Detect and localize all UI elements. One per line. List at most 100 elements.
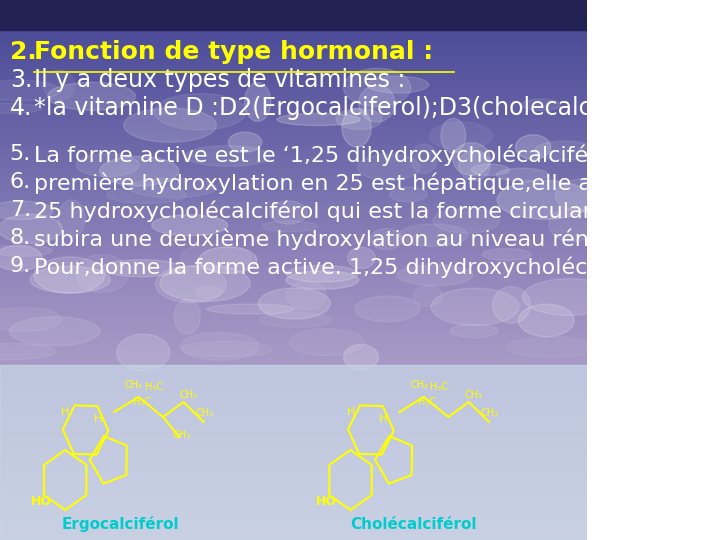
- Ellipse shape: [286, 265, 359, 282]
- Ellipse shape: [124, 108, 217, 142]
- Ellipse shape: [34, 257, 104, 293]
- Text: H₃C: H₃C: [145, 382, 163, 392]
- Text: 7.: 7.: [10, 200, 31, 220]
- Ellipse shape: [152, 215, 228, 236]
- Text: CH₃: CH₃: [464, 390, 483, 400]
- Ellipse shape: [174, 299, 200, 334]
- Ellipse shape: [343, 345, 378, 370]
- Text: CH₂: CH₂: [125, 380, 143, 390]
- Ellipse shape: [390, 187, 427, 202]
- Text: 9.: 9.: [10, 256, 31, 276]
- Text: 4.: 4.: [10, 96, 32, 120]
- Ellipse shape: [355, 296, 420, 322]
- Text: 6.: 6.: [10, 172, 31, 192]
- Text: Il y a deux types de vitamines :: Il y a deux types de vitamines :: [35, 68, 405, 92]
- Ellipse shape: [431, 288, 519, 326]
- Ellipse shape: [58, 200, 85, 237]
- Ellipse shape: [358, 154, 420, 180]
- Ellipse shape: [433, 208, 500, 233]
- Ellipse shape: [99, 157, 179, 186]
- Text: CH₃: CH₃: [481, 408, 499, 418]
- Text: 25 hydroxycholécalciférol qui est la forme circulante qui: 25 hydroxycholécalciférol qui est la for…: [35, 200, 661, 221]
- Ellipse shape: [258, 288, 330, 319]
- Ellipse shape: [342, 109, 372, 147]
- Ellipse shape: [156, 266, 227, 302]
- Text: CH₃: CH₃: [179, 390, 197, 400]
- Ellipse shape: [359, 85, 395, 122]
- Text: 8.: 8.: [10, 228, 31, 248]
- Ellipse shape: [107, 186, 186, 204]
- Ellipse shape: [534, 141, 595, 160]
- Ellipse shape: [411, 144, 437, 173]
- Bar: [0, 365, 587, 540]
- Ellipse shape: [181, 341, 272, 357]
- Ellipse shape: [262, 221, 318, 232]
- Text: HO: HO: [316, 495, 337, 508]
- Ellipse shape: [430, 122, 492, 150]
- Ellipse shape: [289, 328, 364, 356]
- Text: 2.: 2.: [10, 40, 37, 64]
- Ellipse shape: [196, 286, 222, 299]
- Text: H₃C: H₃C: [431, 382, 449, 392]
- Ellipse shape: [154, 93, 246, 130]
- Text: La forme active est le ‘1,25 dihydroxycholécalciférol’. La: La forme active est le ‘1,25 dihydroxych…: [35, 144, 665, 165]
- Text: subira une deuxième hydroxylation au niveau rénal: subira une deuxième hydroxylation au niv…: [35, 228, 609, 249]
- Ellipse shape: [506, 336, 598, 357]
- Ellipse shape: [277, 113, 360, 126]
- Ellipse shape: [441, 118, 466, 153]
- Ellipse shape: [160, 265, 250, 301]
- Ellipse shape: [199, 247, 257, 273]
- Ellipse shape: [498, 180, 593, 219]
- Ellipse shape: [397, 265, 473, 286]
- Bar: [0, 0, 587, 30]
- Ellipse shape: [366, 76, 428, 93]
- Ellipse shape: [0, 103, 42, 113]
- Ellipse shape: [76, 254, 129, 293]
- Text: CH₃: CH₃: [196, 408, 214, 418]
- Ellipse shape: [245, 83, 271, 122]
- Ellipse shape: [181, 332, 259, 360]
- Ellipse shape: [516, 135, 551, 159]
- Text: 3.: 3.: [10, 68, 32, 92]
- Text: H: H: [94, 414, 102, 424]
- Text: CH₂: CH₂: [410, 380, 428, 390]
- Text: H₃C: H₃C: [133, 397, 151, 407]
- Text: H: H: [61, 407, 70, 417]
- Ellipse shape: [523, 279, 616, 315]
- Ellipse shape: [259, 312, 332, 327]
- Ellipse shape: [228, 132, 261, 152]
- Text: HO: HO: [31, 495, 52, 508]
- Text: H₃C: H₃C: [418, 397, 436, 407]
- Ellipse shape: [102, 260, 182, 277]
- Ellipse shape: [286, 271, 359, 289]
- Ellipse shape: [270, 201, 307, 224]
- Ellipse shape: [453, 143, 490, 175]
- Ellipse shape: [348, 247, 375, 268]
- Ellipse shape: [207, 304, 294, 314]
- Ellipse shape: [130, 178, 216, 198]
- Ellipse shape: [0, 80, 60, 101]
- Text: première hydroxylation en 25 est hépatique,elle aboutit au: première hydroxylation en 25 est hépatiq…: [35, 172, 693, 193]
- Ellipse shape: [0, 214, 63, 244]
- Ellipse shape: [43, 70, 75, 100]
- Text: Pour,donne la forme active. 1,25 dihydroxycholécalciférol’: Pour,donne la forme active. 1,25 dihydro…: [35, 256, 683, 278]
- Ellipse shape: [482, 248, 531, 260]
- Ellipse shape: [30, 266, 110, 293]
- Ellipse shape: [336, 109, 382, 130]
- Ellipse shape: [0, 245, 53, 256]
- Ellipse shape: [0, 307, 62, 332]
- Ellipse shape: [492, 287, 531, 323]
- Text: CH₃: CH₃: [173, 430, 191, 440]
- Ellipse shape: [9, 317, 100, 346]
- Ellipse shape: [0, 201, 53, 220]
- Ellipse shape: [522, 99, 560, 111]
- Text: H: H: [379, 414, 387, 424]
- Text: Fonction de type hormonal :: Fonction de type hormonal :: [35, 40, 433, 64]
- Ellipse shape: [398, 224, 468, 247]
- Text: *la vitamine D :D2(Ergocalciferol);D3(cholecalciferol).: *la vitamine D :D2(Ergocalciferol);D3(ch…: [35, 96, 668, 120]
- Ellipse shape: [413, 286, 443, 306]
- Text: Ergocalciférol: Ergocalciférol: [61, 516, 179, 532]
- Ellipse shape: [287, 281, 327, 310]
- Ellipse shape: [459, 150, 490, 180]
- Text: H: H: [346, 407, 355, 417]
